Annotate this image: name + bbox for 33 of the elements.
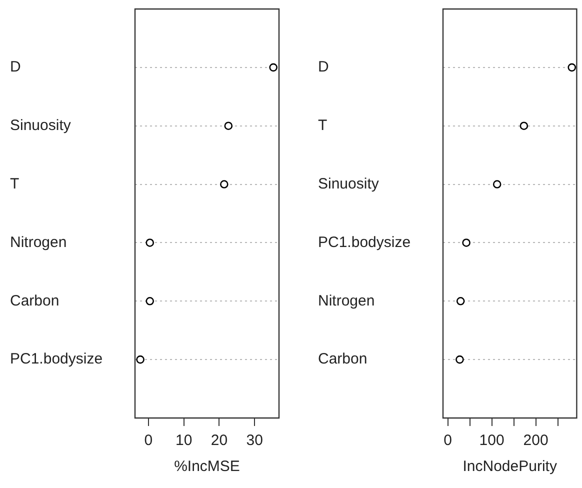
point — [146, 296, 154, 306]
x-tick-label: 200 — [523, 432, 548, 450]
y-tick-label: PC1.bodysize — [318, 234, 411, 251]
y-tick-label: Sinuosity — [10, 117, 72, 134]
point — [520, 122, 528, 130]
point — [146, 238, 154, 247]
y-tick-label: T — [318, 117, 328, 134]
point — [224, 122, 233, 130]
point — [136, 355, 144, 364]
x-tick-label: 0 — [444, 432, 452, 450]
y-tick-label: Sinuosity — [318, 175, 380, 192]
y-tick-label: Carbon — [10, 292, 60, 310]
y-tick-label: T — [10, 175, 20, 192]
y-tick-label: Carbon — [318, 350, 368, 368]
x-tick-label: 10 — [175, 432, 192, 450]
x-axis-title: %IncMSE — [174, 458, 240, 476]
y-tick-label: Nitrogen — [318, 292, 375, 310]
y-tick-label: Nitrogen — [10, 234, 67, 251]
x-tick-label: 20 — [210, 432, 228, 450]
point — [492, 180, 502, 188]
y-tick-label: D — [10, 58, 21, 76]
x-tick-label: 100 — [479, 432, 504, 450]
y-tick-label: PC1.bodysize — [10, 350, 103, 368]
point — [568, 63, 576, 72]
point — [462, 238, 470, 247]
x-tick-label: 0 — [144, 432, 153, 450]
point — [269, 63, 278, 72]
point — [456, 296, 465, 306]
point — [220, 180, 228, 188]
y-tick-label: D — [318, 58, 329, 76]
x-axis-title: IncNodePurity — [462, 458, 558, 476]
point — [456, 355, 464, 364]
x-tick-label: 30 — [246, 432, 263, 450]
